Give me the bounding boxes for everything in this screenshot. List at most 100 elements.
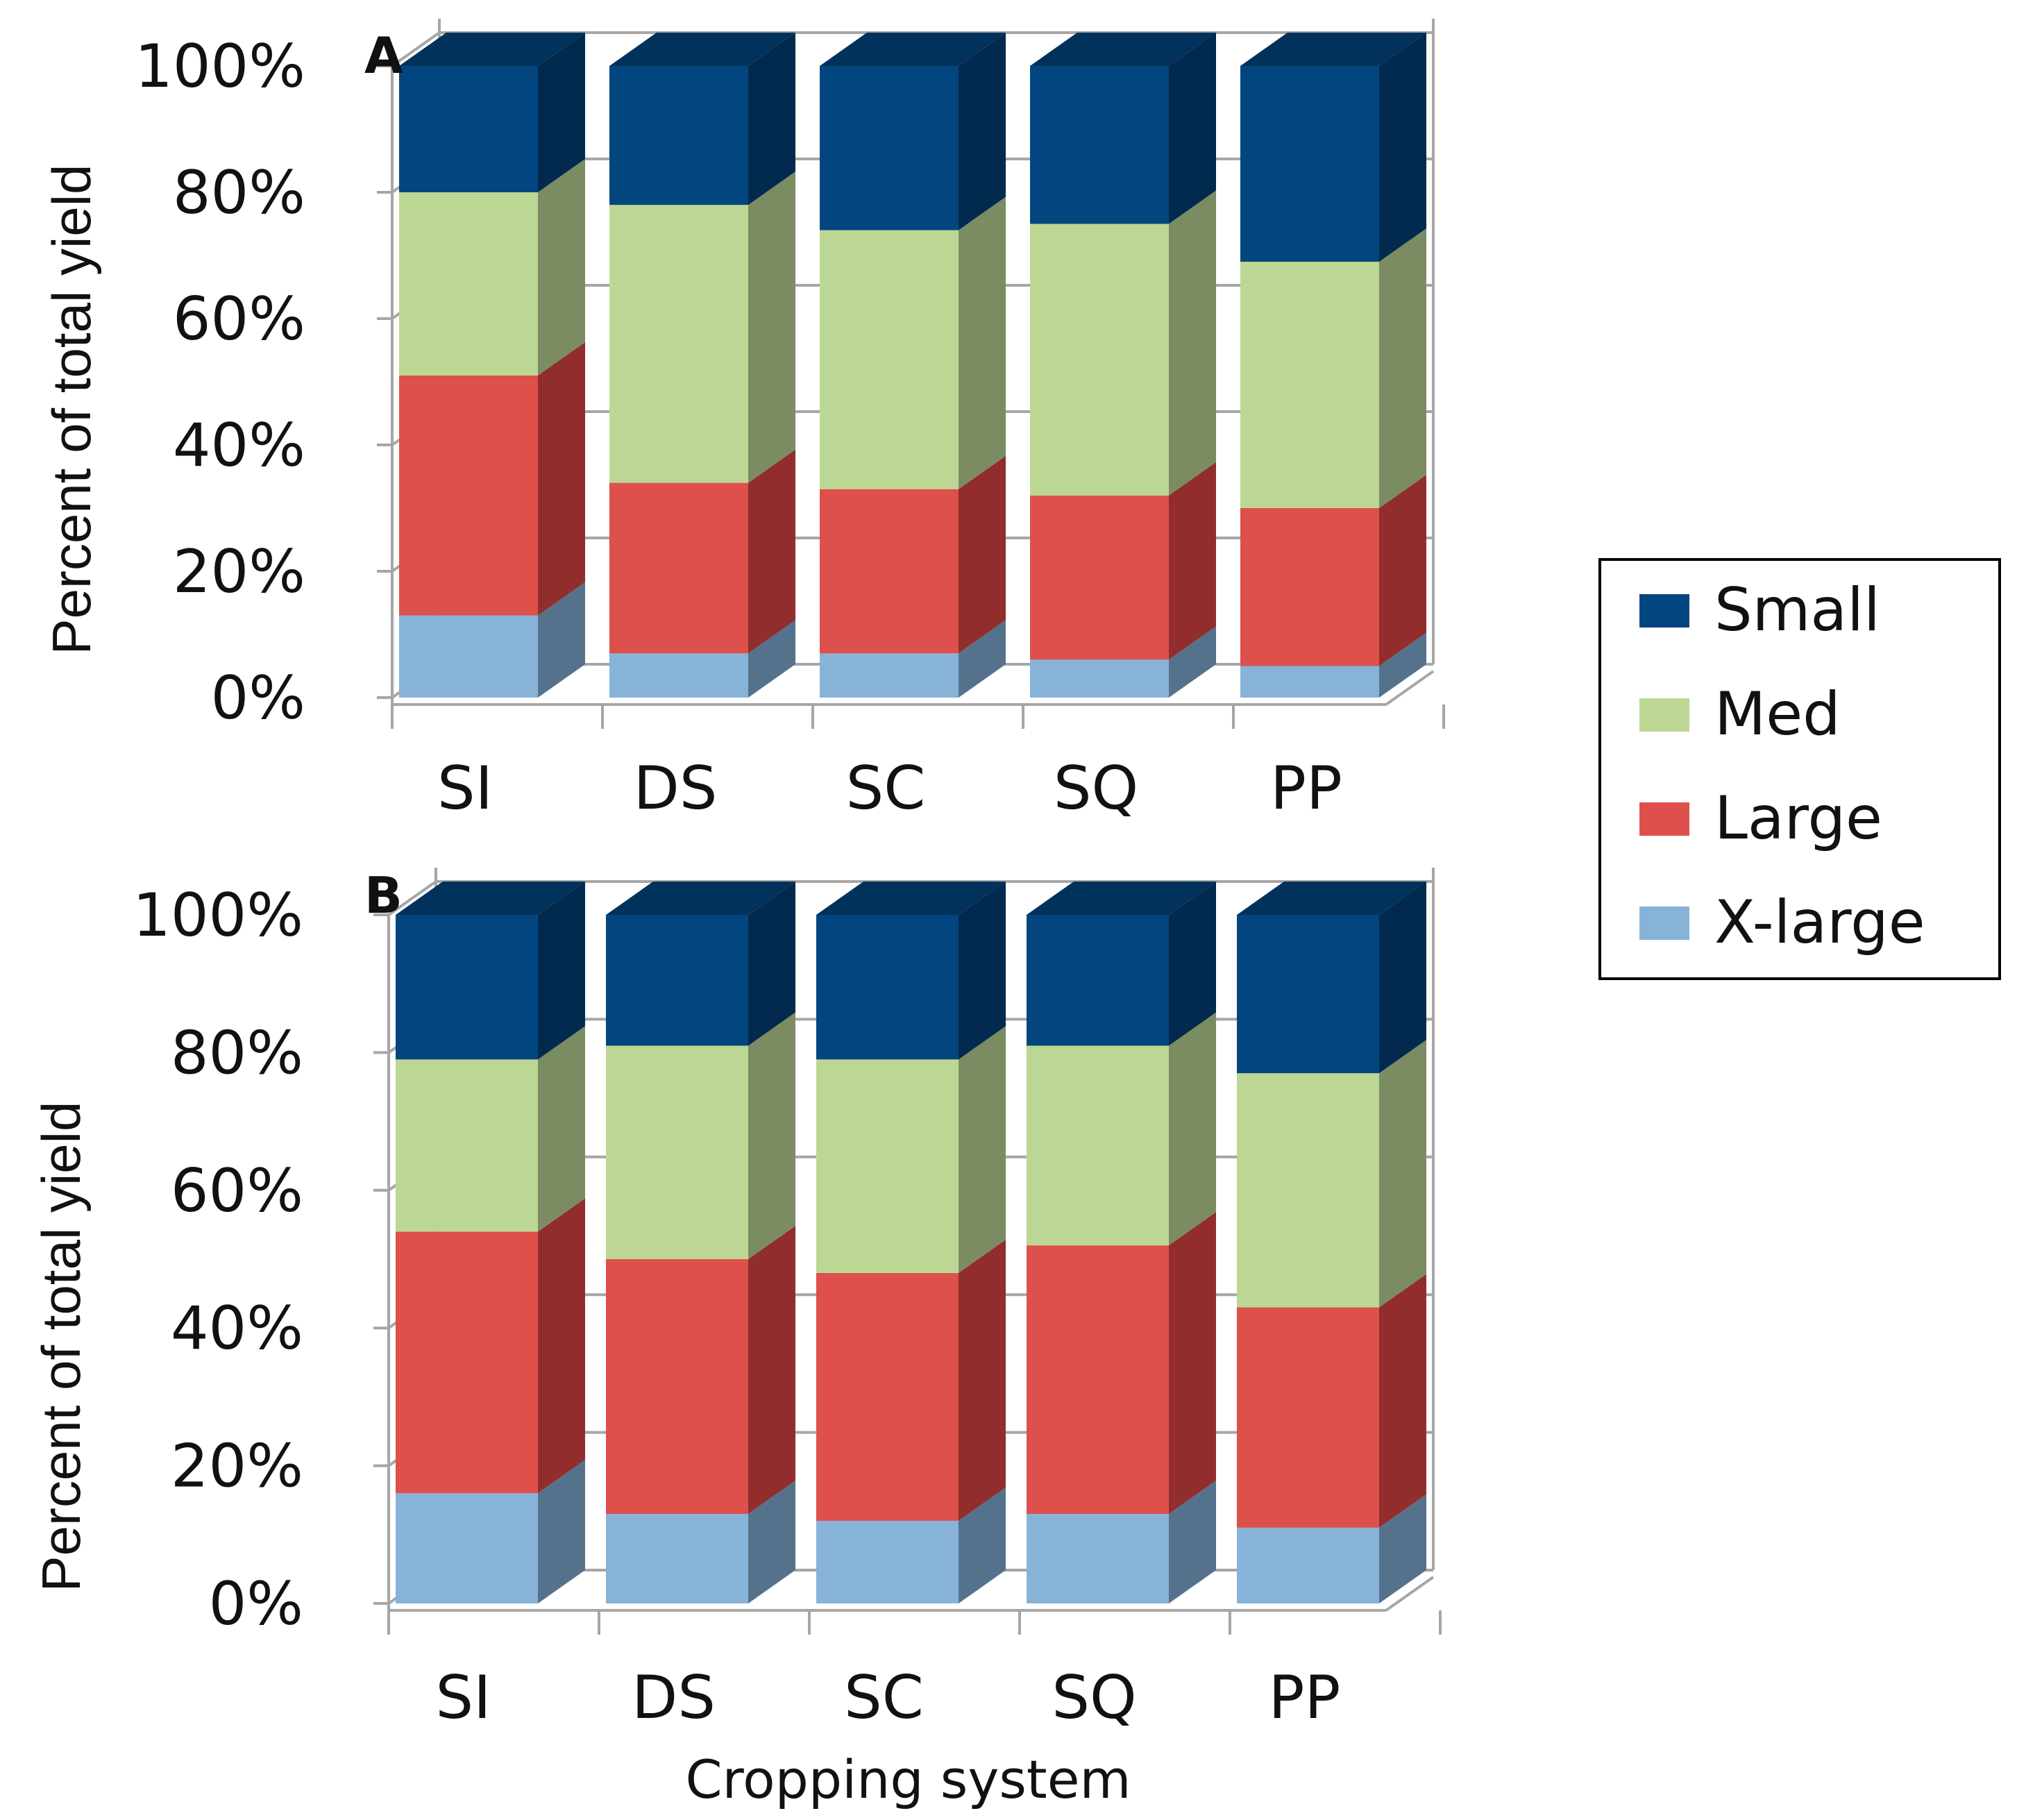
bar-segment-side-med-sq (1169, 190, 1216, 496)
legend-swatch-med (1639, 698, 1689, 732)
x-category-label: SQ (1054, 754, 1138, 823)
y-tick-label: 100% (135, 32, 305, 101)
y-axis-title: Percent of total yield (31, 1102, 92, 1592)
bar-segment-side-med-ds (748, 171, 795, 483)
bar-segment-side-x-large-sc (959, 1487, 1006, 1603)
x-category-label: SQ (1052, 1663, 1136, 1733)
bar-segment-side-small-sc (959, 33, 1006, 230)
x-category-label: SI (437, 754, 493, 823)
panel-label: B (364, 866, 403, 925)
bar-segment-large-si (396, 1231, 538, 1494)
bar-segment-side-small-pp (1379, 882, 1426, 1074)
bar-segment-small-sc (820, 66, 959, 230)
y-tick-label: 0% (211, 664, 305, 733)
legend-label-x-large: X-large (1714, 888, 1925, 957)
bar-segment-side-x-large-sq (1169, 1481, 1216, 1603)
y-tick-label: 80% (171, 1018, 303, 1088)
bar-top-face-pp (1240, 33, 1426, 66)
bar-segment-x-large-pp (1237, 1527, 1379, 1603)
bar-segment-x-large-sq (1030, 659, 1169, 698)
bar-segment-side-med-ds (748, 1012, 795, 1259)
bar-segment-side-small-sc (959, 882, 1006, 1060)
bar-segment-large-sc (820, 489, 959, 654)
floor-edge (1385, 670, 1435, 706)
bar-segment-x-large-si (396, 1493, 538, 1603)
bar-segment-small-ds (609, 66, 748, 205)
bar-segment-side-x-large-ds (748, 620, 795, 698)
x-category-label: SC (846, 754, 926, 823)
bar-segment-side-small-si (538, 882, 585, 1060)
bar-segment-small-ds (606, 915, 748, 1046)
bar-segment-side-x-large-si (538, 582, 585, 698)
x-axis-title: Cropping system (685, 1749, 1131, 1810)
bar-stack-si (399, 33, 585, 698)
y-tick-label: 20% (171, 1432, 303, 1501)
bar-segment-side-med-si (538, 1026, 585, 1232)
bar-segment-med-ds (606, 1045, 748, 1259)
bar-segment-side-large-ds (748, 1226, 795, 1515)
bar-segment-side-large-pp (1379, 475, 1426, 666)
bar-stack-si (396, 882, 585, 1603)
bar-segment-side-large-sq (1169, 1212, 1216, 1515)
bar-segment-large-si (399, 375, 538, 616)
legend-label-med: Med (1714, 680, 1841, 749)
bar-segment-large-ds (606, 1259, 748, 1515)
bar-segment-med-pp (1240, 262, 1379, 508)
bar-segment-med-ds (609, 205, 748, 483)
bar-segment-side-x-large-ds (748, 1481, 795, 1603)
legend: Small Med Large X-large (1598, 558, 2001, 980)
y-tick-label: 0% (209, 1569, 303, 1639)
bar-top-face-sc (816, 882, 1006, 915)
bar-stack-sq (1030, 33, 1216, 698)
bar-top-face-pp (1237, 882, 1426, 915)
x-category-label: SC (844, 1663, 924, 1733)
bar-segment-small-sc (816, 915, 959, 1060)
bar-segment-large-pp (1240, 508, 1379, 666)
bar-segment-side-x-large-sc (959, 620, 1006, 698)
y-tick-label: 20% (173, 537, 305, 607)
bar-segment-med-si (399, 192, 538, 376)
y-tick-label: 60% (171, 1156, 303, 1226)
bar-top-face-si (399, 33, 585, 66)
bar-segment-side-large-pp (1379, 1274, 1426, 1528)
bar-top-face-sq (1030, 33, 1216, 66)
bar-segment-large-sc (816, 1272, 959, 1521)
bar-stack-pp (1237, 882, 1426, 1603)
panel-b-chart: 0% 20% 40% 60% 80% 100% SI DS SC SQ PP Percent of t… (31, 866, 1442, 1810)
legend-swatch-x-large (1639, 907, 1689, 940)
bar-segment-large-sq (1027, 1245, 1169, 1515)
bar-stack-sc (816, 882, 1006, 1603)
bar-segment-side-med-sc (959, 1026, 1006, 1273)
bar-segment-side-large-sq (1169, 462, 1216, 660)
y-axis-title: Percent of total yield (41, 165, 102, 655)
bar-segment-side-x-large-pp (1379, 632, 1426, 698)
bar-segment-side-large-ds (748, 449, 795, 654)
bar-segment-side-large-si (538, 342, 585, 616)
x-category-label: DS (634, 754, 718, 823)
bar-segment-small-sq (1030, 66, 1169, 224)
bar-segment-med-sc (816, 1059, 959, 1273)
bar-segment-x-large-pp (1240, 666, 1379, 698)
bar-segment-med-sq (1030, 224, 1169, 496)
bar-segment-side-large-si (538, 1198, 585, 1494)
bar-stack-ds (606, 882, 795, 1603)
y-tick-label: 60% (173, 285, 305, 354)
bar-segment-side-med-pp (1379, 1040, 1426, 1308)
bar-top-face-ds (606, 882, 795, 915)
bar-segment-side-x-large-sq (1169, 626, 1216, 698)
bar-segment-med-sq (1027, 1045, 1169, 1246)
bar-segment-side-small-sq (1169, 33, 1216, 224)
bar-segment-med-si (396, 1059, 538, 1232)
bar-segment-large-sq (1030, 495, 1169, 660)
legend-label-small: Small (1714, 575, 1880, 645)
bar-segment-small-pp (1237, 915, 1379, 1074)
bar-segment-x-large-si (399, 615, 538, 698)
bar-segment-small-sq (1027, 915, 1169, 1046)
x-category-label: PP (1270, 754, 1342, 823)
bar-segment-large-pp (1237, 1307, 1379, 1528)
bar-segment-side-small-ds (748, 33, 795, 205)
bar-segment-x-large-sc (816, 1520, 959, 1603)
bar-segment-side-small-pp (1379, 33, 1426, 262)
bar-segment-small-si (396, 915, 538, 1060)
